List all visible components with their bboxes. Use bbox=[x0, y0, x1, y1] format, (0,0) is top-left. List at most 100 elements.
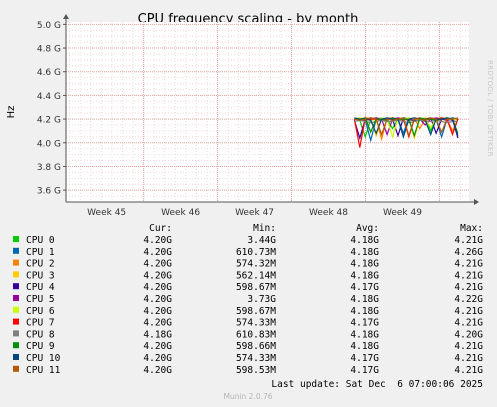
legend-max-value: 4.21G bbox=[454, 306, 483, 317]
legend-cur-value: 4.20G bbox=[143, 341, 172, 352]
tick-labels: 3.6 G 3.8 G 4.0 G 4.2 G 4.4 G 4.6 G 4.8 G 5.0 G… bbox=[37, 21, 422, 218]
legend-series-name: CPU 7 bbox=[26, 318, 55, 329]
legend-series-name: CPU 10 bbox=[26, 353, 61, 364]
legend-row: CPU 0 4.20G 3.44G 4.18G 4.21G bbox=[13, 235, 483, 246]
legend-min-value: 574.32M bbox=[236, 259, 276, 270]
last-update-text: Last update: Sat Dec 6 07:00:06 2025 bbox=[271, 379, 483, 390]
legend-max-value: 4.21G bbox=[454, 341, 483, 352]
legend-cur-value: 4.20G bbox=[143, 306, 172, 317]
legend-series-name: CPU 6 bbox=[26, 306, 55, 317]
legend-cur-value: 4.20G bbox=[143, 318, 172, 329]
legend-swatch bbox=[13, 318, 19, 325]
legend-row: CPU 1 4.20G 610.73M 4.18G 4.26G bbox=[13, 247, 483, 258]
legend-min-value: 574.33M bbox=[236, 318, 276, 329]
legend-max-value: 4.21G bbox=[454, 365, 483, 376]
x-tick-label: Week 46 bbox=[161, 208, 200, 218]
x-tick-label: Week 48 bbox=[309, 208, 348, 218]
legend-min-value: 610.73M bbox=[236, 247, 276, 258]
legend-avg-value: 4.18G bbox=[350, 247, 379, 258]
legend-series-name: CPU 0 bbox=[26, 235, 55, 246]
x-tick-label: Week 47 bbox=[235, 208, 274, 218]
legend-row: CPU 3 4.20G 562.14M 4.18G 4.21G bbox=[13, 270, 483, 281]
series-cpu-11 bbox=[354, 117, 459, 138]
legend-max-value: 4.21G bbox=[454, 235, 483, 246]
legend-series-name: CPU 2 bbox=[26, 259, 55, 270]
legend-avg-value: 4.18G bbox=[350, 259, 379, 270]
legend-series-name: CPU 3 bbox=[26, 270, 55, 281]
y-axis-arrow bbox=[63, 14, 69, 19]
rrdtool-watermark: RRDTOOL / TOBI OETIKER bbox=[486, 60, 494, 157]
y-tick-label: 4.6 G bbox=[37, 68, 61, 78]
legend-series-name: CPU 5 bbox=[26, 294, 55, 305]
legend-max-value: 4.21G bbox=[454, 353, 483, 364]
legend-avg-value: 4.18G bbox=[350, 341, 379, 352]
legend-header: Min: bbox=[253, 223, 276, 234]
legend-header: Max: bbox=[460, 223, 483, 234]
legend-min-value: 574.33M bbox=[236, 353, 276, 364]
legend-swatch bbox=[13, 342, 19, 349]
legend-min-value: 598.53M bbox=[236, 365, 276, 376]
legend-series-name: CPU 4 bbox=[26, 282, 55, 293]
legend-row: CPU 5 4.20G 3.73G 4.18G 4.22G bbox=[13, 294, 483, 305]
legend-cur-value: 4.20G bbox=[143, 294, 172, 305]
legend-row: CPU 2 4.20G 574.32M 4.18G 4.21G bbox=[13, 259, 483, 270]
x-tick-label: Week 49 bbox=[383, 208, 422, 218]
y-tick-label: 3.8 G bbox=[37, 163, 61, 173]
legend-series-name: CPU 11 bbox=[26, 365, 61, 376]
y-axis-label: Hz bbox=[6, 106, 17, 119]
x-tick-label: Week 45 bbox=[87, 208, 126, 218]
legend-min-value: 562.14M bbox=[236, 270, 276, 281]
legend-avg-value: 4.18G bbox=[350, 270, 379, 281]
legend-avg-value: 4.17G bbox=[350, 282, 379, 293]
legend-avg-value: 4.18G bbox=[350, 235, 379, 246]
legend-swatch bbox=[13, 236, 19, 242]
munin-version: Munin 2.0.76 bbox=[223, 392, 272, 401]
legend-cur-value: 4.20G bbox=[143, 235, 172, 246]
legend-row: CPU 6 4.20G 598.67M 4.18G 4.21G bbox=[13, 306, 483, 317]
legend-swatch bbox=[13, 247, 19, 254]
legend-max-value: 4.21G bbox=[454, 282, 483, 293]
legend-cur-value: 4.20G bbox=[143, 365, 172, 376]
legend-avg-value: 4.17G bbox=[350, 365, 379, 376]
legend-swatch bbox=[13, 283, 19, 290]
y-tick-label: 4.4 G bbox=[37, 92, 61, 102]
y-tick-label: 4.8 G bbox=[37, 45, 61, 55]
legend-max-value: 4.21G bbox=[454, 318, 483, 329]
y-tick-label: 5.0 G bbox=[37, 21, 61, 31]
legend-cur-value: 4.20G bbox=[143, 270, 172, 281]
legend-min-value: 610.83M bbox=[236, 329, 276, 340]
legend-min-value: 598.67M bbox=[236, 306, 276, 317]
legend-avg-value: 4.18G bbox=[350, 306, 379, 317]
legend-row: CPU 7 4.20G 574.33M 4.17G 4.21G bbox=[13, 318, 483, 329]
legend-series-name: CPU 1 bbox=[26, 247, 55, 258]
legend-row: CPU 4 4.20G 598.67M 4.17G 4.21G bbox=[13, 282, 483, 293]
axes bbox=[63, 14, 479, 205]
legend-swatch bbox=[13, 306, 19, 313]
legend-max-value: 4.20G bbox=[454, 329, 483, 340]
legend-avg-value: 4.17G bbox=[350, 318, 379, 329]
legend-avg-value: 4.18G bbox=[350, 329, 379, 340]
legend-row: CPU 10 4.20G 574.33M 4.17G 4.21G bbox=[13, 353, 483, 364]
legend-swatch bbox=[13, 330, 19, 337]
legend-min-value: 3.44G bbox=[247, 235, 276, 246]
legend-cur-value: 4.20G bbox=[143, 282, 172, 293]
legend-row: CPU 11 4.20G 598.53M 4.17G 4.21G bbox=[13, 365, 483, 376]
legend-max-value: 4.22G bbox=[454, 294, 483, 305]
grid bbox=[66, 22, 469, 203]
legend-avg-value: 4.17G bbox=[350, 353, 379, 364]
plot-area bbox=[66, 22, 469, 202]
legend-header: Cur: bbox=[149, 223, 172, 234]
legend-swatch bbox=[13, 259, 19, 266]
legend-swatch bbox=[13, 365, 19, 372]
y-tick-label: 4.2 G bbox=[37, 116, 61, 126]
legend-max-value: 4.21G bbox=[454, 259, 483, 270]
legend-max-value: 4.26G bbox=[454, 247, 483, 258]
legend-series-name: CPU 9 bbox=[26, 341, 55, 352]
legend-min-value: 3.73G bbox=[247, 294, 276, 305]
y-tick-label: 4.0 G bbox=[37, 139, 61, 149]
legend-swatch bbox=[13, 354, 19, 360]
legend-min-value: 598.66M bbox=[236, 341, 276, 352]
legend-swatch bbox=[13, 295, 19, 301]
legend-series-name: CPU 8 bbox=[26, 329, 55, 340]
